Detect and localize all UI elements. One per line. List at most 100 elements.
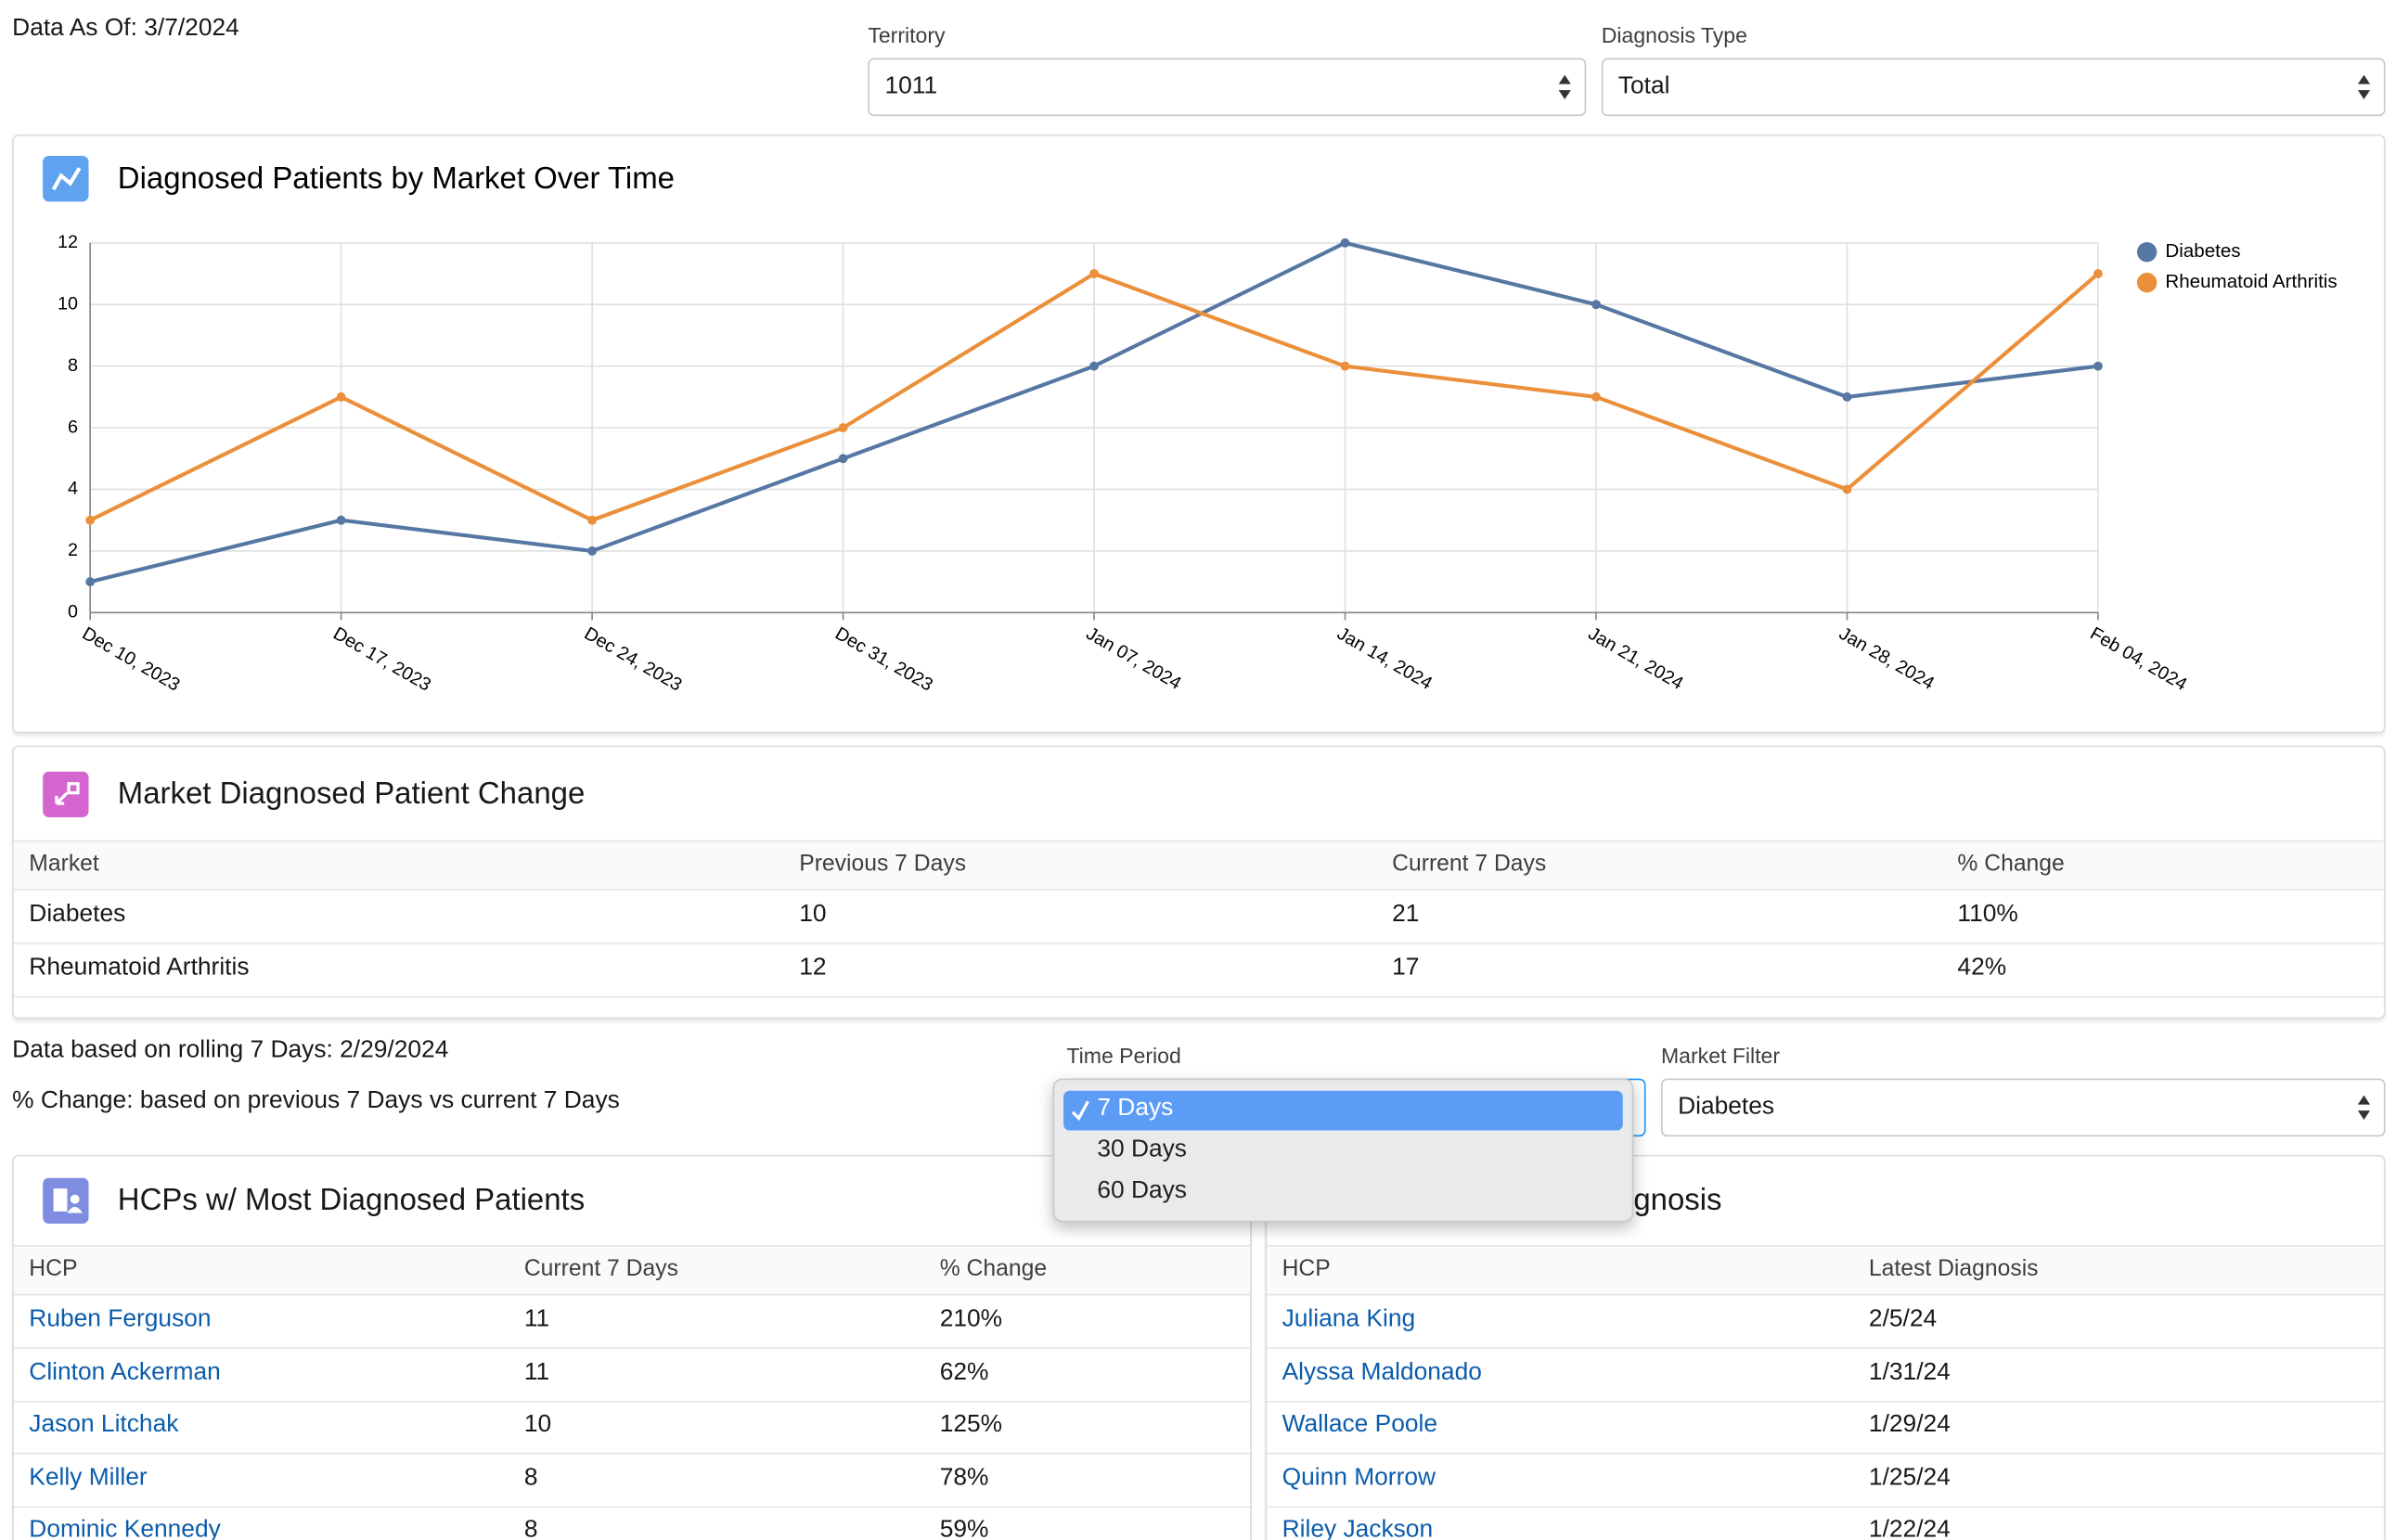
data-point — [85, 515, 96, 525]
column-header: Current 7 Days — [1392, 851, 1547, 878]
table-cell: 42% — [1957, 954, 2007, 981]
x-tick-label: Jan 28, 2024 — [1836, 623, 1938, 694]
hcp-link[interactable]: Ruben Ferguson — [29, 1305, 212, 1332]
legend-label[interactable]: Rheumatoid Arthritis — [2165, 271, 2337, 292]
table-cell: 1/31/24 — [1868, 1358, 1951, 1385]
data-point — [1842, 484, 1852, 494]
legend-label[interactable]: Diabetes — [2165, 240, 2240, 262]
hcp-link[interactable]: Dominic Kennedy — [29, 1517, 221, 1540]
data-point — [2093, 269, 2103, 278]
note: % Change: based on previous 7 Days vs cu… — [12, 1087, 620, 1114]
column-header: % Change — [1957, 851, 2065, 878]
table-header-row — [1267, 1245, 2384, 1296]
column-header: Market — [29, 851, 99, 878]
legend-swatch — [2136, 272, 2158, 293]
row-divider — [13, 1347, 1251, 1350]
legend-swatch — [2136, 242, 2158, 263]
row-divider — [1267, 1347, 2384, 1350]
x-tick-label: Dec 31, 2023 — [831, 623, 936, 696]
chart-icon-glyph — [51, 167, 82, 191]
table-cell: 8 — [523, 1464, 538, 1491]
data-point — [1089, 361, 1099, 371]
change-panel: Market Diagnosed Patient Change Market Pr… — [12, 745, 2386, 1020]
hcp-link[interactable]: Juliana King — [1282, 1305, 1416, 1332]
select-arrows — [2357, 74, 2371, 100]
data-point — [336, 515, 346, 525]
table-cell: 2/5/24 — [1868, 1305, 1938, 1332]
x-tick-label: Jan 14, 2024 — [1333, 623, 1436, 694]
y-tick-label: 2 — [68, 540, 78, 560]
menu-option[interactable]: 7 Days — [1097, 1095, 1174, 1122]
y-tick-label: 0 — [68, 602, 78, 622]
table-cell: 11 — [523, 1305, 550, 1332]
time-period-menu: 7 Days 30 Days 60 Days — [1052, 1078, 1634, 1223]
row-divider — [13, 1453, 1251, 1455]
filter-label: Market Filter — [1660, 1043, 1781, 1069]
table-header-row — [13, 840, 2384, 892]
row-divider — [13, 1506, 1251, 1508]
x-tick-label: Jan 21, 2024 — [1585, 623, 1687, 694]
note: Data based on rolling 7 Days: 2/29/2024 — [12, 1037, 449, 1064]
hcp-link[interactable]: Riley Jackson — [1282, 1517, 1434, 1540]
market-filter-select[interactable]: Diabetes — [1660, 1078, 2386, 1137]
data-point — [1089, 269, 1099, 278]
column-header: HCP — [29, 1255, 78, 1282]
data-as-of: Data As Of: 3/7/2024 — [12, 15, 239, 42]
x-tick-label: Feb 04, 2024 — [2087, 623, 2191, 695]
hcp-link[interactable]: Wallace Poole — [1282, 1411, 1438, 1438]
menu-option[interactable]: 60 Days — [1097, 1177, 1187, 1204]
column-header: Latest Diagnosis — [1868, 1255, 2039, 1282]
panel-title: Market Diagnosed Patient Change — [117, 777, 586, 812]
hcp-link[interactable]: Jason Litchak — [29, 1411, 179, 1438]
data-point — [85, 577, 96, 587]
data-point — [2093, 361, 2103, 371]
checkmark — [1071, 1100, 1089, 1122]
row-divider — [13, 995, 2384, 997]
table-cell: 1/29/24 — [1868, 1411, 1951, 1438]
table-cell: 12 — [799, 954, 827, 981]
change-icon — [43, 771, 89, 817]
select-value: Total — [1617, 73, 1670, 100]
select-value: 1011 — [884, 73, 938, 100]
table-cell: 78% — [939, 1464, 989, 1491]
x-tick-label: Dec 10, 2023 — [79, 623, 184, 696]
row-divider — [1267, 1400, 2384, 1403]
data-point — [838, 423, 848, 433]
hcp-link[interactable]: Alyssa Maldonado — [1282, 1358, 1482, 1385]
line-chart: Diagnosed Patients by Market Over Time 0… — [43, 155, 2338, 696]
table-cell: Rheumatoid Arthritis — [29, 954, 250, 981]
data-point — [336, 391, 346, 402]
diagnosis-type-select[interactable]: Total — [1601, 58, 2386, 117]
column-header: HCP — [1282, 1255, 1331, 1282]
panel-title: gnosis — [1633, 1184, 1722, 1218]
data-point — [1842, 391, 1852, 402]
table-cell: 8 — [523, 1517, 538, 1540]
panel-title: HCPs w/ Most Diagnosed Patients — [117, 1184, 586, 1218]
filter-label: Territory — [868, 22, 946, 48]
select-arrows — [2357, 1095, 2371, 1121]
data-point — [1591, 391, 1601, 402]
hcp-link[interactable]: Clinton Ackerman — [29, 1358, 221, 1385]
column-header: % Change — [939, 1255, 1048, 1282]
select-arrows — [1558, 74, 1571, 100]
table-cell: 1/22/24 — [1868, 1517, 1951, 1540]
table-cell: 62% — [939, 1358, 989, 1385]
row-divider — [13, 1400, 1251, 1403]
table-cell: 11 — [523, 1358, 550, 1385]
table-cell: 10 — [799, 901, 827, 928]
data-point — [1591, 300, 1601, 310]
hcp-link[interactable]: Kelly Miller — [29, 1464, 148, 1491]
table-cell: 17 — [1392, 954, 1420, 981]
territory-select[interactable]: 1011 — [868, 58, 1587, 117]
y-tick-label: 12 — [58, 232, 78, 252]
hcp-icon — [43, 1177, 89, 1225]
filter-label: Time Period — [1066, 1043, 1181, 1069]
filter-label: Diagnosis Type — [1601, 22, 1747, 48]
menu-option[interactable]: 30 Days — [1097, 1136, 1187, 1163]
table-cell: 59% — [939, 1517, 989, 1540]
selected-highlight — [1063, 1090, 1623, 1131]
hcp-link[interactable]: Quinn Morrow — [1282, 1464, 1436, 1491]
x-tick-label: Jan 07, 2024 — [1083, 623, 1185, 694]
data-point — [587, 545, 598, 556]
